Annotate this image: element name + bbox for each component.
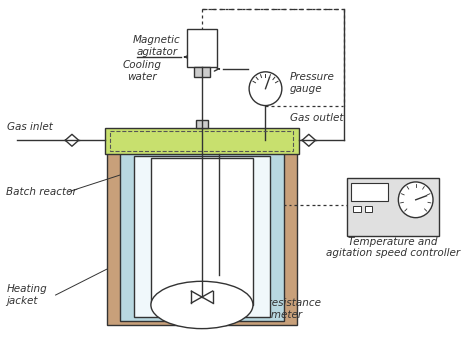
Polygon shape: [302, 134, 316, 146]
Bar: [120, 152, 284, 321]
Text: Batch reactor: Batch reactor: [7, 187, 77, 197]
Bar: [353, 206, 361, 212]
Circle shape: [249, 72, 282, 106]
Text: Temperature and
agitation speed controller: Temperature and agitation speed controll…: [326, 237, 460, 258]
Bar: [196, 120, 208, 128]
Circle shape: [398, 182, 433, 218]
Bar: [194, 67, 210, 77]
Text: Magnetic
agitator: Magnetic agitator: [133, 35, 181, 57]
Bar: [134, 156, 270, 317]
Bar: [110, 131, 293, 151]
Bar: [187, 29, 218, 67]
Bar: [107, 148, 297, 325]
Text: Cooling
water: Cooling water: [123, 60, 162, 82]
Text: Heating
jacket: Heating jacket: [7, 284, 47, 306]
Text: Pressure
gauge: Pressure gauge: [290, 72, 335, 93]
Text: Gas outlet: Gas outlet: [290, 113, 343, 124]
Bar: [351, 183, 388, 201]
Ellipse shape: [151, 281, 253, 329]
Bar: [105, 128, 299, 154]
Bar: [151, 158, 253, 305]
Text: Gas inlet: Gas inlet: [7, 122, 53, 132]
Polygon shape: [65, 134, 79, 146]
Bar: [347, 178, 439, 236]
Bar: [365, 206, 373, 212]
Text: Pt100 resistance
thermometer: Pt100 resistance thermometer: [234, 298, 321, 320]
